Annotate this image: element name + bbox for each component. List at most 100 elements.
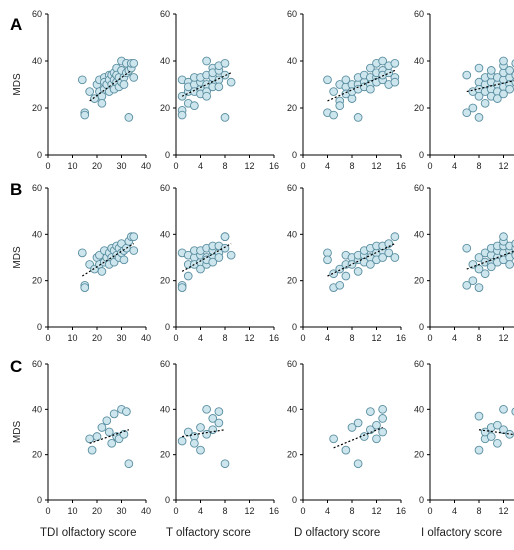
y-tick-label: 60	[287, 359, 297, 369]
data-point	[511, 239, 514, 248]
x-tick-label: 4	[198, 161, 203, 171]
data-point	[329, 110, 338, 120]
y-tick-label: 40	[160, 229, 170, 239]
data-point	[102, 416, 112, 426]
x-tick-label: 30	[116, 506, 126, 516]
data-point	[366, 407, 375, 416]
data-point	[378, 404, 387, 414]
data-point	[499, 89, 508, 99]
trend-line	[181, 72, 232, 97]
y-tick-label: 40	[287, 404, 297, 414]
data-point	[214, 82, 224, 92]
data-point	[119, 429, 129, 439]
panel-b-3: 0 20 40 60 0 4 8 12 16	[287, 183, 406, 343]
y-tick-label: 40	[160, 56, 170, 66]
x-tick-label: 16	[269, 161, 279, 171]
data-point	[353, 267, 363, 276]
x-tick-label: 30	[116, 333, 126, 343]
data-point	[183, 271, 193, 281]
x-title-t: T olfactory score	[166, 527, 251, 539]
y-tick-label: 60	[414, 359, 424, 369]
data-point	[353, 113, 363, 122]
y-tick-label: 60	[160, 9, 170, 19]
data-point	[97, 267, 107, 276]
y-tick-label: 20	[160, 276, 170, 286]
y-tick-label: 40	[414, 56, 424, 66]
y-tick-label: 40	[287, 229, 297, 239]
y-tick-label: 0	[37, 322, 42, 332]
x-tick-label: 10	[67, 333, 77, 343]
y-tick-label: 20	[32, 276, 42, 286]
data-point	[208, 414, 218, 423]
y-tick-label: 0	[165, 495, 170, 505]
y-tick-label: 60	[287, 183, 297, 193]
y-tick-label: 40	[160, 404, 170, 414]
data-point	[499, 232, 508, 242]
x-tick-label: 12	[498, 333, 508, 343]
x-tick-label: 0	[427, 161, 432, 171]
x-tick-label: 4	[452, 333, 457, 343]
x-tick-label: 4	[198, 506, 203, 516]
y-tick-label: 20	[414, 276, 424, 286]
x-tick-label: 0	[173, 506, 178, 516]
data-point	[202, 404, 211, 414]
data-point	[474, 411, 484, 421]
x-title-d: D olfactory score	[294, 527, 381, 539]
trend-line	[182, 429, 226, 438]
x-tick-label: 12	[244, 333, 254, 343]
y-tick-label: 40	[414, 229, 424, 239]
data-point	[177, 283, 187, 292]
data-point	[119, 255, 129, 265]
x-tick-label: 20	[92, 506, 102, 516]
data-point	[474, 283, 484, 292]
data-point	[177, 110, 187, 120]
data-point	[486, 432, 496, 441]
x-tick-label: 0	[427, 333, 432, 343]
x-tick-label: 0	[300, 161, 305, 171]
data-point	[474, 253, 484, 262]
x-tick-label: 4	[452, 506, 457, 516]
data-point	[499, 404, 508, 414]
x-tick-label: 0	[173, 161, 178, 171]
data-point	[177, 436, 187, 446]
panel-a-2: 0 20 40 60 0 4 8 12 16	[160, 9, 279, 171]
x-tick-label: 0	[45, 333, 50, 343]
data-point	[462, 108, 472, 118]
y-tick-label: 40	[32, 56, 42, 66]
x-tick-label: 0	[173, 333, 178, 343]
data-point	[129, 58, 139, 68]
data-point	[347, 423, 357, 432]
data-point	[196, 423, 205, 432]
data-point	[511, 59, 514, 68]
data-point	[341, 271, 351, 281]
x-tick-label: 4	[325, 161, 330, 171]
x-tick-label: 12	[371, 333, 381, 343]
data-point	[329, 87, 338, 96]
data-point	[220, 113, 230, 122]
x-tick-label: 40	[141, 506, 151, 516]
data-point	[196, 264, 205, 274]
x-tick-label: 8	[222, 161, 227, 171]
data-point	[474, 63, 484, 73]
trend-line	[478, 429, 514, 436]
x-tick-label: 10	[67, 161, 77, 171]
data-point	[226, 77, 236, 87]
data-point	[390, 253, 400, 262]
x-tick-label: 0	[45, 161, 50, 171]
x-tick-label: 8	[222, 506, 227, 516]
data-point	[335, 280, 345, 290]
data-point	[366, 63, 375, 73]
y-tick-label: 60	[32, 9, 42, 19]
y-tick-label: 20	[32, 450, 42, 460]
data-point	[124, 113, 134, 122]
data-point	[366, 260, 375, 269]
x-tick-label: 8	[476, 161, 481, 171]
data-point	[505, 84, 514, 94]
x-tick-label: 12	[371, 161, 381, 171]
data-point	[462, 243, 472, 253]
x-tick-label: 8	[349, 506, 354, 516]
y-tick-label: 20	[287, 103, 297, 113]
data-point	[119, 80, 129, 89]
